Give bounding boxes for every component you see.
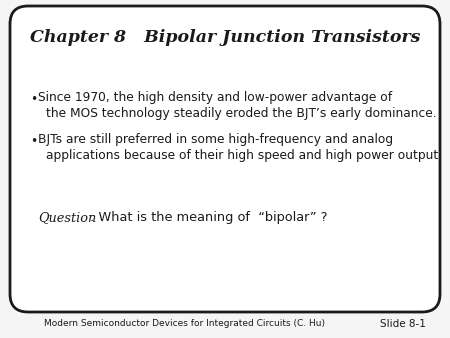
Text: BJTs are still preferred in some high-frequency and analog: BJTs are still preferred in some high-fr…: [38, 132, 393, 145]
Text: Since 1970, the high density and low-power advantage of: Since 1970, the high density and low-pow…: [38, 91, 392, 103]
Text: Chapter 8   Bipolar Junction Transistors: Chapter 8 Bipolar Junction Transistors: [30, 29, 420, 47]
Text: •: •: [30, 94, 37, 106]
Text: Slide 8-1: Slide 8-1: [380, 319, 426, 329]
Text: •: •: [30, 136, 37, 148]
Text: : What is the meaning of  “bipolar” ?: : What is the meaning of “bipolar” ?: [90, 212, 328, 224]
Text: the MOS technology steadily eroded the BJT’s early dominance.: the MOS technology steadily eroded the B…: [46, 107, 436, 121]
Text: Question: Question: [38, 212, 96, 224]
FancyBboxPatch shape: [10, 6, 440, 312]
Text: Modern Semiconductor Devices for Integrated Circuits (C. Hu): Modern Semiconductor Devices for Integra…: [45, 319, 325, 329]
Text: applications because of their high speed and high power output.: applications because of their high speed…: [46, 148, 442, 162]
